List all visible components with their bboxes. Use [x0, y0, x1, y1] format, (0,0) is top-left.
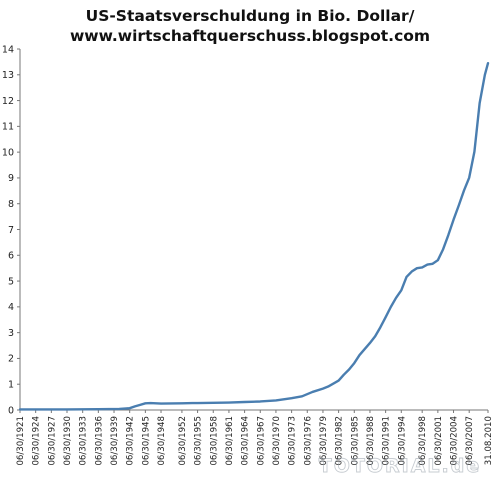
- x-tick-label: 06/30/2001: [434, 416, 444, 466]
- y-tick-label: 11: [2, 122, 14, 133]
- watermark: TOTORIAL.de: [319, 455, 481, 477]
- y-tick-label: 2: [8, 354, 14, 365]
- x-tick-label: 06/30/1927: [47, 416, 57, 466]
- x-tick-label: 06/30/1970: [272, 416, 282, 466]
- x-tick-label: 06/30/1988: [366, 416, 376, 466]
- x-tick-label: 06/30/1964: [241, 416, 251, 466]
- x-tick-label: 06/30/1955: [194, 416, 204, 466]
- y-tick-label: 8: [8, 199, 14, 210]
- x-tick-label: 06/30/1979: [319, 416, 329, 466]
- x-tick-label: 06/30/1936: [94, 416, 104, 466]
- x-tick-label: 06/30/1991: [382, 416, 392, 466]
- x-tick-label: 06/30/1994: [397, 416, 407, 466]
- chart-title-line-1: US-Staatsverschuldung in Bio. Dollar/: [85, 7, 415, 25]
- y-tick-label: 0: [8, 405, 14, 416]
- y-tick-label: 3: [8, 328, 14, 339]
- y-tick-label: 7: [8, 225, 14, 236]
- series-line: [18, 61, 490, 411]
- x-tick-label: 06/30/1958: [209, 416, 219, 466]
- x-tick-label: 06/30/1939: [110, 416, 120, 466]
- chart-title: US-Staatsverschuldung in Bio. Dollar/ ww…: [0, 6, 500, 46]
- x-tick-label: 06/30/1924: [32, 416, 42, 466]
- x-tick-label: 06/30/2007: [465, 416, 475, 466]
- y-tick-label: 13: [2, 70, 14, 81]
- x-tick-label: 31.08.2010: [484, 416, 494, 465]
- x-tick-label: 06/30/1961: [225, 416, 235, 466]
- y-tick-label: 9: [8, 173, 14, 184]
- x-tick-label: 06/30/1982: [335, 416, 345, 466]
- x-tick-label: 06/30/1945: [141, 416, 151, 466]
- y-tick-label: 4: [8, 302, 14, 313]
- x-tick-label: 06/30/1973: [288, 416, 298, 466]
- x-tick-label: 06/30/1967: [256, 416, 266, 466]
- x-tick-label: 06/30/1985: [350, 416, 360, 466]
- y-tick-label: 5: [8, 276, 14, 287]
- x-tick-label: 06/30/1933: [79, 416, 89, 466]
- y-tick-label: 6: [8, 251, 14, 262]
- x-tick-label: 06/30/1976: [303, 416, 313, 466]
- x-tick-label: 06/30/1948: [157, 416, 167, 466]
- x-tick-label: 06/30/1942: [126, 416, 136, 466]
- chart-title-line-2: www.wirtschaftquerschuss.blogspot.com: [69, 27, 431, 45]
- y-tick-label: 1: [8, 380, 14, 391]
- x-tick-label: 06/30/2004: [450, 416, 460, 466]
- y-tick-label: 14: [2, 44, 14, 55]
- x-tick-label: 06/30/1921: [16, 416, 26, 466]
- y-tick-label: 12: [2, 96, 14, 107]
- x-tick-label: 06/30/1930: [63, 416, 73, 466]
- x-tick-label: 06/30/1998: [418, 416, 428, 466]
- x-tick-label: 06/30/1952: [178, 416, 188, 466]
- y-tick-label: 10: [2, 147, 14, 158]
